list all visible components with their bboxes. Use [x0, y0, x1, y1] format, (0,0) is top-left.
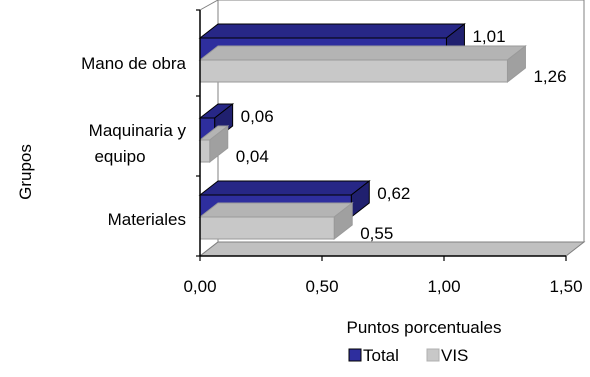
data-label: 0,06 — [241, 107, 274, 126]
legend-label-total: Total — [363, 346, 399, 365]
axes-layer: 0,00 0,50 1,00 1,50 Mano de obra Maquinaria y… — [81, 9, 583, 296]
x-tick-label: 0,50 — [305, 277, 338, 296]
y-axis-title: Grupos — [16, 144, 35, 200]
bar-front-face — [199, 216, 335, 240]
x-tick-label: 0,00 — [183, 277, 216, 296]
data-label: 1,26 — [533, 67, 566, 86]
bar-top-face — [198, 180, 371, 196]
category-label: equipo — [94, 147, 145, 166]
data-label: 0,55 — [360, 224, 393, 243]
legend-swatch-vis — [426, 348, 440, 362]
x-tick-label: 1,00 — [427, 277, 460, 296]
bar-vis-materiales — [198, 201, 354, 241]
bar-vis-mano-de-obra — [198, 44, 527, 84]
x-axis-title: Puntos porcentuales — [347, 318, 502, 337]
legend-label-vis: VIS — [441, 346, 468, 365]
floor — [198, 241, 586, 257]
bar-top-face — [198, 45, 527, 61]
category-label: Maquinaria y — [89, 121, 187, 140]
legend-swatch-total — [348, 348, 362, 362]
category-label: Mano de obra — [81, 54, 186, 73]
bars-layer: 1,01 1,26 0,06 0,04 0,62 0,55 — [198, 22, 567, 243]
bar-top-face — [198, 202, 354, 218]
bar-vis-maquinaria-y-equipo — [198, 124, 230, 164]
bar-front-face — [199, 59, 508, 83]
data-label: 0,62 — [377, 184, 410, 203]
bar-top-face — [198, 23, 466, 39]
bar-front-face — [199, 139, 211, 163]
data-label: 0,04 — [236, 147, 269, 166]
category-label: Materiales — [108, 210, 186, 229]
legend: Total VIS — [348, 346, 468, 365]
data-label: 1,01 — [472, 27, 505, 46]
x-tick-label: 1,50 — [549, 277, 582, 296]
